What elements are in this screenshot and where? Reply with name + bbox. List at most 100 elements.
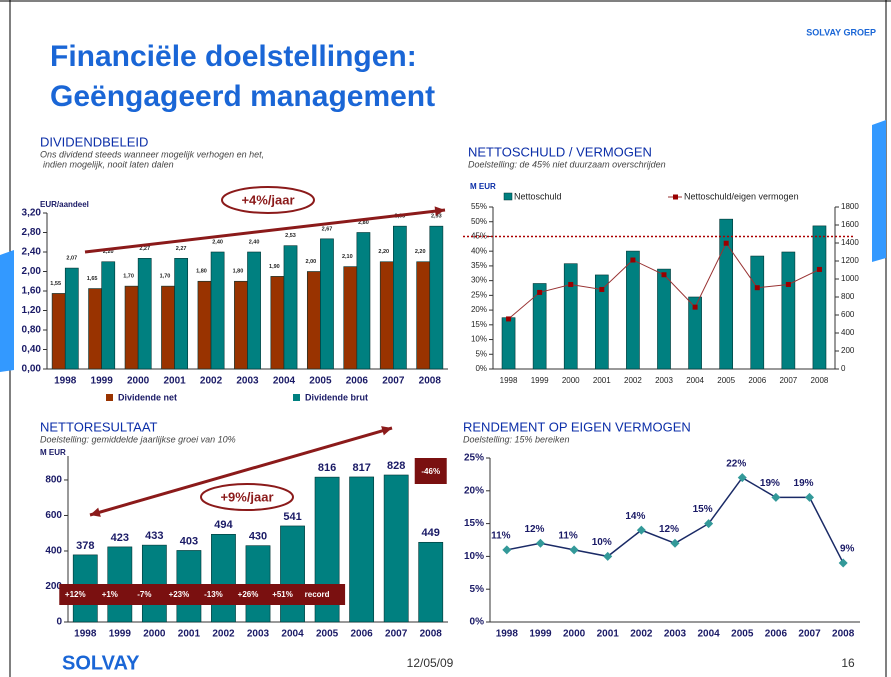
arrow-head <box>434 206 445 216</box>
bar <box>416 261 431 370</box>
annotation-bubble <box>221 186 315 214</box>
annotation: +9%/jaar <box>220 489 273 504</box>
data-label: 430 <box>249 531 267 543</box>
accent <box>872 120 886 262</box>
bar <box>197 280 212 370</box>
annotation: +4%/jaar <box>241 192 294 207</box>
x-tick-label: 1998 <box>496 629 519 640</box>
logo: SOLVAY <box>62 652 140 674</box>
y2-tick-label: 0 <box>841 364 846 373</box>
x-tick-label: 2001 <box>163 376 186 387</box>
data-label: 1,80 <box>233 269 244 275</box>
x-tick-label: 2004 <box>698 629 721 640</box>
y-tick-label: 600 <box>45 510 62 521</box>
x-tick-label: 2007 <box>385 629 408 640</box>
y-tick-label: 1,60 <box>22 286 42 297</box>
y-tick-label: 800 <box>45 475 62 486</box>
data-label: 433 <box>145 530 163 542</box>
bar <box>320 238 334 370</box>
data-label: 11% <box>558 530 578 541</box>
data-label: 2,27 <box>176 246 187 252</box>
bar <box>245 545 271 623</box>
growth-label: -7% <box>137 590 151 599</box>
bar <box>501 317 516 370</box>
x-tick-label: 2003 <box>236 376 259 387</box>
marker <box>636 525 646 535</box>
x-tick-label: 2002 <box>212 629 235 640</box>
marker <box>535 538 545 548</box>
data-label: 2,20 <box>103 249 114 255</box>
data-label: 449 <box>422 527 440 539</box>
growth-label: -46% <box>421 467 440 476</box>
data-label: 2,10 <box>342 254 353 260</box>
bar <box>343 266 358 370</box>
x-tick-label: 2000 <box>143 629 166 640</box>
marker <box>537 289 543 295</box>
x-tick-label: 2008 <box>832 629 855 640</box>
x-tick-label: 2000 <box>127 376 150 387</box>
x-tick-label: 2007 <box>382 376 405 387</box>
x-tick-label: 1999 <box>91 376 114 387</box>
growth-label: +1% <box>102 590 118 599</box>
y2-tick-label: 200 <box>841 346 855 355</box>
bar <box>418 541 444 623</box>
data-label: 19% <box>760 478 780 489</box>
y2-tick-label: 1000 <box>841 274 859 283</box>
growth-label: +23% <box>169 590 190 599</box>
y2-tick-label: 1400 <box>841 238 859 247</box>
x-tick-label: 2006 <box>351 629 374 640</box>
x-tick-label: 2001 <box>597 629 620 640</box>
y2-tick-label: 400 <box>841 328 855 337</box>
data-label: 1,70 <box>123 274 134 280</box>
x-tick-label: 2005 <box>309 376 332 387</box>
data-label: 1,70 <box>160 274 171 280</box>
bar <box>688 296 702 370</box>
y-tick-label: 10% <box>471 335 487 344</box>
data-label: 2,07 <box>66 256 77 262</box>
y-tick-label: 25% <box>471 290 487 299</box>
data-label: 378 <box>76 540 94 552</box>
bar <box>124 285 139 370</box>
annotation-bubble <box>200 483 294 511</box>
x-tick-label: 2000 <box>563 629 586 640</box>
growth-label: +26% <box>238 590 259 599</box>
growth-label: +51% <box>272 590 293 599</box>
y-tick-label: 0% <box>470 617 485 628</box>
x-tick-label: 2008 <box>419 376 442 387</box>
data-label: 1,65 <box>87 276 98 282</box>
y-tick-label: 400 <box>45 546 62 557</box>
data-label: 2,67 <box>322 226 333 232</box>
bar <box>594 274 609 370</box>
bar <box>383 474 409 623</box>
trend-arrow <box>84 208 446 254</box>
growth-label: -13% <box>204 590 223 599</box>
data-label: 1,80 <box>196 269 207 275</box>
legend-label: Dividende brut <box>305 392 368 402</box>
marker <box>704 519 714 529</box>
bar <box>270 276 285 370</box>
bar <box>349 476 375 623</box>
y-tick-label: 2,00 <box>22 266 42 277</box>
x-tick-label: 2001 <box>178 629 201 640</box>
chart-subtitle: Doelstelling: gemiddelde jaarlijkse groe… <box>40 434 236 444</box>
accent <box>0 250 14 372</box>
x-tick-label: 1999 <box>529 629 552 640</box>
marker <box>737 473 747 483</box>
bar <box>137 258 152 370</box>
y2-tick-label: 1600 <box>841 220 859 229</box>
chart-title: NETTOSCHULD / VERMOGEN <box>468 144 652 159</box>
chart-title: DIVIDENDBELEID <box>40 134 148 149</box>
y-tick-label: 5% <box>475 349 487 358</box>
bar <box>393 225 407 370</box>
y2-tick-label: 1800 <box>841 202 859 211</box>
chart-subtitle: Doelstelling: 15% bereiken <box>463 434 570 444</box>
x-tick-label: 2008 <box>420 629 443 640</box>
y-tick-label: 15% <box>464 518 484 529</box>
bar <box>280 525 305 623</box>
arrow-head <box>90 507 101 517</box>
bar <box>429 225 444 370</box>
x-tick-label: 2003 <box>664 629 687 640</box>
data-label: 2,20 <box>415 249 426 255</box>
y-tick-label: 0,40 <box>22 344 42 355</box>
